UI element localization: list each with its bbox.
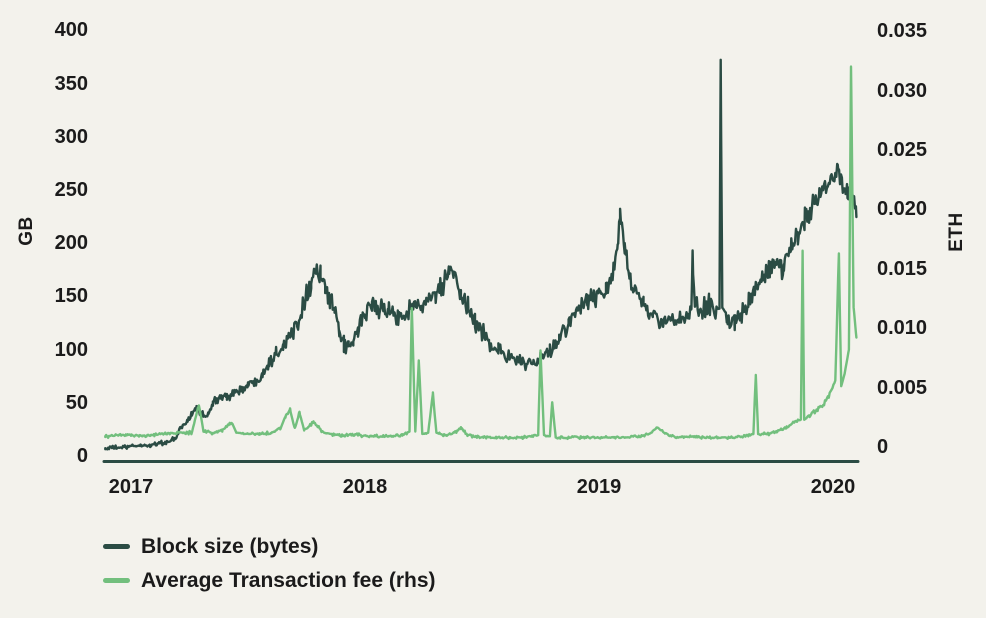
legend: Block size (bytes) Average Transaction f… <box>103 536 436 591</box>
y-axis-left-tick: 100 <box>54 338 88 361</box>
legend-item-transaction-fee: Average Transaction fee (rhs) <box>103 570 436 591</box>
y-axis-right-tick: 0.010 <box>877 317 928 340</box>
y-axis-right-tick: 0.030 <box>877 79 928 102</box>
y-axis-left-tick: 250 <box>54 179 88 201</box>
block-size-line <box>104 58 858 451</box>
block-size-legend-dash-icon <box>103 544 130 549</box>
x-axis-tick: 2018 <box>342 476 388 498</box>
y-axis-left-ticks: 400 350 300 250 200 150 100 50 0 <box>0 0 88 618</box>
y-axis-left-tick: 150 <box>54 285 88 308</box>
y-axis-left-tick: 350 <box>54 72 88 95</box>
transaction-fee-legend-label: Average Transaction fee (rhs) <box>141 569 436 592</box>
x-axis-tick: 2019 <box>576 476 622 498</box>
x-axis-ticks: 2017 2018 2019 2020 <box>0 477 986 507</box>
y-axis-left-tick: 200 <box>54 232 88 255</box>
y-axis-right-tick: 0.020 <box>877 198 928 221</box>
y-axis-right-ticks: 0.035 0.030 0.025 0.020 0.015 0.010 0.005 0 <box>877 0 977 618</box>
block-size-legend-label: Block size (bytes) <box>141 535 319 558</box>
x-axis-tick: 2017 <box>108 476 154 498</box>
y-axis-left-tick: 400 <box>54 19 88 42</box>
y-axis-right-tick: 0.015 <box>877 257 928 280</box>
y-axis-left-tick: 0 <box>76 445 88 467</box>
y-axis-right-tick: 0.025 <box>877 139 928 161</box>
y-axis-right-tick: 0.005 <box>877 376 928 399</box>
transaction-fee-legend-dash-icon <box>103 578 130 583</box>
y-axis-left-tick: 50 <box>65 391 88 414</box>
x-axis-tick: 2020 <box>810 476 856 498</box>
transaction-fee-line <box>104 65 858 441</box>
legend-item-block-size: Block size (bytes) <box>103 536 436 557</box>
y-axis-left-tick: 300 <box>54 125 88 148</box>
y-axis-left-title: GB <box>16 216 37 246</box>
y-axis-right-title: ETH <box>946 212 967 252</box>
y-axis-right-tick: 0.035 <box>877 20 928 43</box>
y-axis-right-tick: 0 <box>877 436 889 458</box>
